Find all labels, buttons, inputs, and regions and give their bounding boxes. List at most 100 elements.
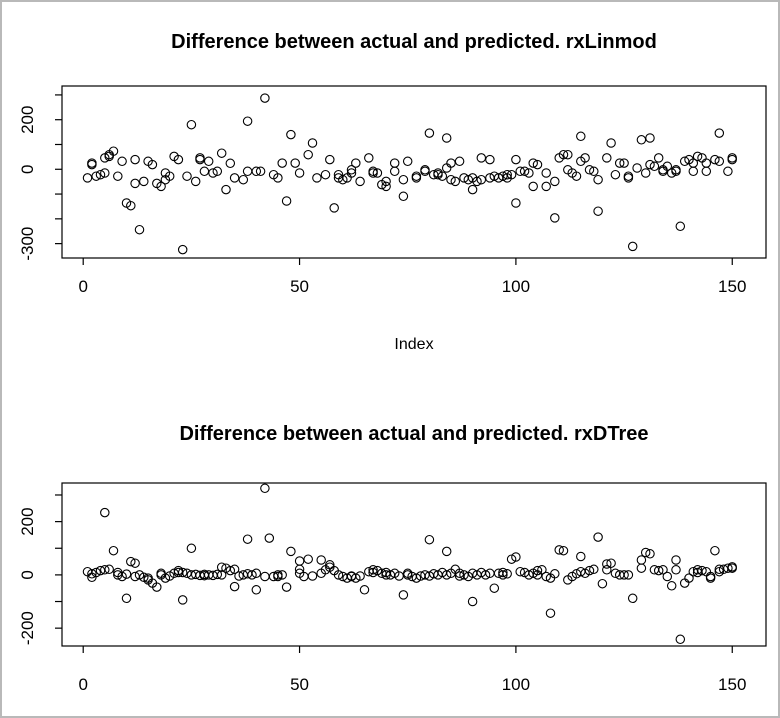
- data-point: [623, 173, 634, 183]
- data-point: [636, 563, 647, 573]
- data-point: [467, 184, 478, 195]
- data-point: [584, 165, 595, 175]
- data-point: [467, 596, 478, 607]
- data-point: [662, 571, 673, 582]
- data-point: [576, 551, 586, 562]
- data-point: [212, 569, 223, 580]
- data-point: [100, 565, 110, 575]
- data-point: [277, 570, 287, 580]
- y-tick-label: 200: [18, 106, 37, 134]
- data-point: [221, 184, 231, 195]
- data-point: [658, 565, 668, 575]
- data-point: [671, 165, 681, 175]
- y-tick-label: 0: [18, 570, 37, 579]
- data-point: [705, 571, 716, 582]
- data-point: [117, 156, 127, 167]
- data-point: [454, 568, 465, 579]
- data-point: [121, 569, 132, 579]
- data-point: [91, 567, 101, 578]
- data-point: [355, 176, 365, 187]
- data-point: [203, 156, 214, 167]
- plot1-points: [82, 93, 737, 255]
- data-point: [307, 571, 318, 581]
- data-point: [100, 507, 110, 518]
- data-point: [710, 154, 720, 165]
- data-point: [229, 581, 240, 592]
- data-point: [489, 583, 500, 593]
- data-point: [597, 578, 608, 589]
- data-point: [190, 176, 201, 187]
- data-point: [359, 585, 370, 595]
- data-point: [450, 176, 461, 187]
- data-point: [692, 151, 703, 162]
- data-point: [614, 158, 625, 168]
- data-point: [351, 573, 361, 583]
- data-point: [290, 158, 300, 168]
- data-point: [476, 153, 487, 163]
- data-point: [398, 174, 409, 185]
- data-point: [506, 169, 517, 180]
- data-point: [632, 163, 642, 173]
- data-point: [381, 181, 391, 192]
- data-point: [649, 161, 660, 172]
- data-point: [640, 168, 651, 178]
- data-point: [398, 590, 409, 600]
- data-point: [636, 555, 647, 565]
- data-point: [485, 154, 495, 165]
- plot2-title: Difference between actual and predicted.…: [179, 423, 648, 445]
- data-point: [368, 168, 378, 178]
- data-point: [199, 166, 210, 177]
- data-point: [714, 156, 725, 167]
- data-point: [346, 165, 357, 175]
- data-point: [411, 573, 422, 583]
- data-point: [389, 158, 400, 168]
- data-point: [714, 128, 725, 138]
- data-point: [251, 585, 262, 595]
- data-point: [164, 171, 175, 181]
- data-point: [602, 559, 612, 569]
- data-point: [368, 565, 378, 575]
- data-point: [160, 573, 171, 583]
- data-point: [229, 564, 240, 575]
- data-point: [286, 129, 296, 140]
- data-point: [177, 595, 188, 605]
- y-tick-label: 200: [18, 507, 37, 535]
- data-point: [186, 543, 197, 554]
- x-tick-label: 0: [78, 675, 87, 694]
- data-point: [671, 555, 681, 565]
- data-point: [576, 131, 586, 142]
- data-point: [502, 569, 512, 579]
- data-point: [558, 149, 569, 160]
- data-point: [653, 565, 664, 576]
- data-point: [441, 546, 452, 557]
- data-point: [134, 224, 145, 235]
- data-point: [242, 534, 253, 544]
- data-point: [727, 562, 737, 572]
- data-point: [173, 565, 184, 576]
- data-point: [437, 171, 448, 181]
- data-point: [104, 564, 114, 575]
- data-point: [498, 567, 508, 578]
- data-point: [82, 173, 93, 183]
- data-point: [515, 566, 525, 577]
- data-point: [610, 169, 621, 180]
- data-point: [186, 119, 197, 130]
- data-point: [554, 545, 564, 555]
- data-point: [446, 174, 456, 185]
- data-point: [251, 166, 262, 177]
- data-point: [563, 149, 573, 160]
- data-point: [208, 168, 218, 178]
- data-point: [260, 571, 270, 582]
- data-point: [424, 534, 435, 545]
- data-point: [537, 565, 547, 575]
- data-point: [242, 116, 253, 126]
- data-point: [316, 555, 326, 565]
- data-point: [498, 570, 508, 580]
- data-point: [216, 570, 227, 580]
- data-point: [589, 166, 599, 177]
- data-point: [653, 153, 664, 163]
- data-point: [108, 545, 119, 556]
- data-point: [91, 171, 101, 181]
- data-point: [329, 203, 339, 213]
